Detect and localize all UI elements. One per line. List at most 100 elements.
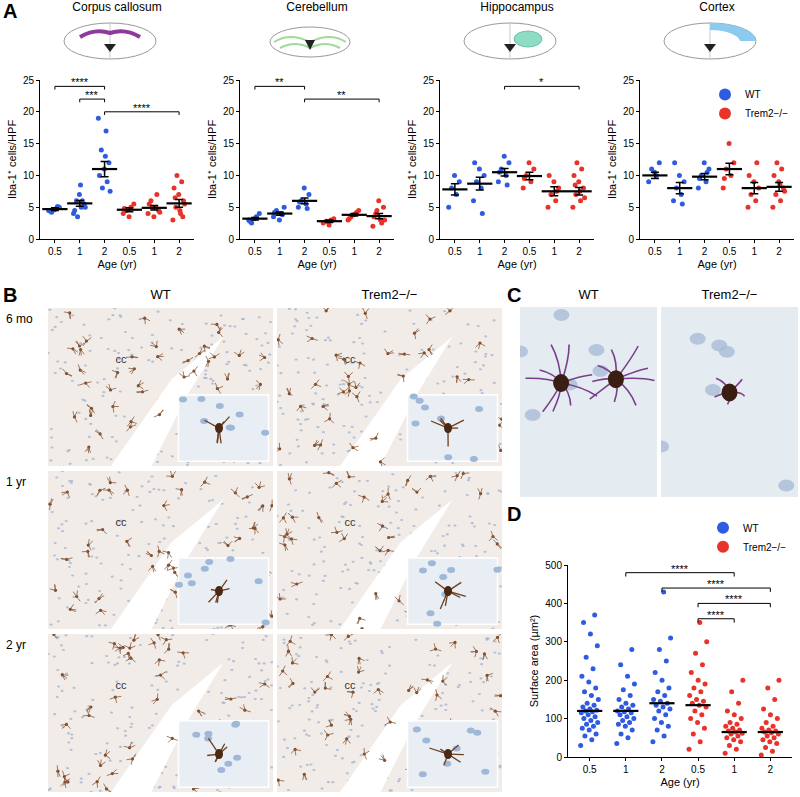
- svg-text:1: 1: [623, 764, 629, 775]
- svg-text:WT: WT: [745, 89, 761, 100]
- svg-text:2: 2: [768, 764, 774, 775]
- svg-text:Age (yr): Age (yr): [697, 258, 736, 270]
- svg-text:0: 0: [28, 234, 34, 245]
- html-text:D: D: [507, 503, 522, 525]
- svg-text:cc: cc: [116, 679, 128, 691]
- svg-text:200: 200: [545, 675, 562, 686]
- svg-text:0.5: 0.5: [648, 246, 662, 257]
- svg-text:2: 2: [502, 246, 508, 257]
- svg-text:5: 5: [228, 202, 234, 213]
- svg-text:100: 100: [545, 713, 562, 724]
- svg-text:Age (yr): Age (yr): [660, 776, 699, 788]
- svg-text:1: 1: [277, 246, 283, 257]
- svg-text:Trem2−/−: Trem2−/−: [743, 542, 786, 553]
- svg-text:0: 0: [628, 234, 634, 245]
- html-text:C: C: [507, 284, 522, 306]
- svg-text:2: 2: [302, 246, 308, 257]
- svg-text:***: ***: [85, 89, 99, 101]
- svg-text:1: 1: [677, 246, 683, 257]
- svg-text:2: 2: [659, 764, 665, 775]
- html-text:A: A: [3, 0, 18, 22]
- svg-text:Iba-1⁺ cells/HPF: Iba-1⁺ cells/HPF: [6, 120, 18, 199]
- svg-text:1: 1: [477, 246, 483, 257]
- svg-text:25: 25: [23, 75, 35, 86]
- svg-text:****: ****: [707, 609, 725, 621]
- svg-text:0.5: 0.5: [583, 764, 597, 775]
- svg-text:1: 1: [151, 246, 157, 257]
- svg-text:2: 2: [576, 246, 582, 257]
- svg-text:10: 10: [23, 170, 35, 181]
- html-text:WT: WT: [150, 287, 171, 302]
- svg-text:0.5: 0.5: [122, 246, 136, 257]
- svg-text:0.5: 0.5: [448, 246, 462, 257]
- svg-text:Age (yr): Age (yr): [297, 258, 336, 270]
- svg-text:1: 1: [77, 246, 83, 257]
- svg-text:Surface area (µm²): Surface area (µm²): [528, 615, 540, 708]
- svg-text:5: 5: [628, 202, 634, 213]
- svg-text:2: 2: [376, 246, 382, 257]
- svg-text:25: 25: [423, 75, 435, 86]
- svg-text:2: 2: [776, 246, 782, 257]
- svg-text:0.5: 0.5: [48, 246, 62, 257]
- svg-text:5: 5: [428, 202, 434, 213]
- svg-text:0: 0: [428, 234, 434, 245]
- svg-text:1: 1: [731, 764, 737, 775]
- html-text:Trem2−/−: Trem2−/−: [361, 287, 418, 302]
- svg-text:5: 5: [28, 202, 34, 213]
- svg-text:cc: cc: [116, 516, 128, 528]
- svg-text:25: 25: [223, 75, 235, 86]
- svg-text:1: 1: [751, 246, 757, 257]
- svg-text:**: **: [337, 89, 346, 101]
- svg-text:Hippocampus: Hippocampus: [480, 0, 553, 14]
- svg-text:15: 15: [23, 138, 35, 149]
- svg-text:WT: WT: [743, 523, 759, 534]
- svg-text:cc: cc: [345, 679, 357, 691]
- svg-text:0.5: 0.5: [322, 246, 336, 257]
- svg-text:20: 20: [623, 106, 635, 117]
- svg-text:2: 2: [102, 246, 108, 257]
- svg-text:20: 20: [423, 106, 435, 117]
- svg-text:****: ****: [707, 578, 725, 590]
- svg-text:Age (yr): Age (yr): [97, 258, 136, 270]
- svg-text:*: *: [539, 76, 544, 88]
- html-text:B: B: [3, 284, 18, 306]
- svg-text:****: ****: [133, 102, 151, 114]
- svg-text:****: ****: [671, 563, 689, 575]
- svg-text:0.5: 0.5: [691, 764, 705, 775]
- svg-text:Iba-1⁺ cells/HPF: Iba-1⁺ cells/HPF: [606, 120, 618, 199]
- svg-text:15: 15: [223, 138, 235, 149]
- svg-text:0: 0: [228, 234, 234, 245]
- svg-text:10: 10: [623, 170, 635, 181]
- svg-text:20: 20: [23, 106, 35, 117]
- svg-text:300: 300: [545, 636, 562, 647]
- svg-text:Iba-1⁺ cells/HPF: Iba-1⁺ cells/HPF: [206, 120, 218, 199]
- svg-text:Age (yr): Age (yr): [497, 258, 536, 270]
- svg-text:Cerebellum: Cerebellum: [286, 0, 347, 14]
- svg-text:0: 0: [556, 752, 562, 763]
- svg-text:****: ****: [71, 76, 89, 88]
- svg-text:1: 1: [351, 246, 357, 257]
- svg-text:400: 400: [545, 598, 562, 609]
- svg-text:**: **: [275, 76, 284, 88]
- svg-text:10: 10: [223, 170, 235, 181]
- svg-text:10: 10: [423, 170, 435, 181]
- svg-text:Corpus callosum: Corpus callosum: [72, 0, 161, 14]
- svg-text:Iba-1⁺ cells/HPF: Iba-1⁺ cells/HPF: [406, 120, 418, 199]
- svg-text:2: 2: [702, 246, 708, 257]
- svg-text:0.5: 0.5: [248, 246, 262, 257]
- svg-text:Cortex: Cortex: [699, 0, 734, 14]
- svg-text:1: 1: [551, 246, 557, 257]
- svg-text:2: 2: [176, 246, 182, 257]
- svg-text:0.5: 0.5: [522, 246, 536, 257]
- svg-text:500: 500: [545, 560, 562, 571]
- svg-text:Trem2−/−: Trem2−/−: [745, 108, 788, 119]
- svg-text:15: 15: [423, 138, 435, 149]
- svg-text:15: 15: [623, 138, 635, 149]
- svg-text:cc: cc: [345, 353, 357, 365]
- svg-text:****: ****: [725, 593, 743, 605]
- svg-text:cc: cc: [116, 353, 128, 365]
- svg-text:cc: cc: [345, 516, 357, 528]
- svg-text:0.5: 0.5: [722, 246, 736, 257]
- svg-text:25: 25: [623, 75, 635, 86]
- svg-text:20: 20: [223, 106, 235, 117]
